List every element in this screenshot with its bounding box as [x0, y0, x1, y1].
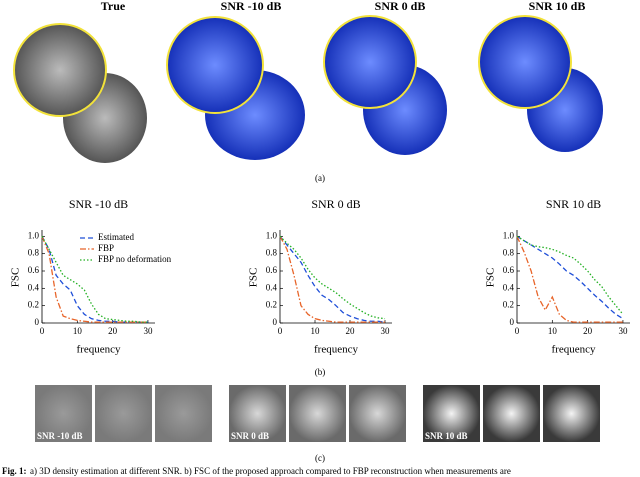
projection-image	[95, 385, 152, 442]
y-tick-label: 0.2	[28, 300, 39, 310]
x-tick-label: 30	[381, 326, 391, 336]
y-tick-label: 0.2	[503, 300, 514, 310]
y-tick-label: 0.8	[28, 248, 40, 258]
projection-image	[155, 385, 212, 442]
x-axis-label: frequency	[314, 344, 358, 356]
caption-label: Fig. 1:	[2, 466, 27, 476]
y-axis-label: FSC	[10, 268, 22, 288]
image-label: SNR -10 dB	[37, 431, 83, 441]
zoom-circle	[323, 15, 417, 109]
y-tick-label: 0	[273, 317, 278, 327]
projection-image	[35, 385, 92, 442]
chart-title: SNR 0 dB	[311, 197, 360, 211]
y-tick-label: 0	[510, 317, 515, 327]
zoom-circle	[13, 23, 107, 117]
x-tick-label: 20	[108, 326, 118, 336]
x-tick-label: 30	[618, 326, 628, 336]
panel-label: SNR -10 dB	[221, 0, 282, 13]
panel-c: SNR -10 dB SNR 0 dB SNR 10 dB (c)	[35, 385, 600, 463]
series-line	[516, 235, 624, 315]
x-tick-label: 0	[278, 326, 283, 336]
y-tick-label: 1.0	[266, 230, 278, 240]
x-tick-label: 30	[143, 326, 153, 336]
x-tick-label: 0	[40, 326, 45, 336]
panel-label: SNR 0 dB	[375, 0, 426, 13]
legend-label: FBP	[98, 243, 114, 253]
projection-image	[289, 385, 346, 442]
chart-title: SNR 10 dB	[546, 197, 601, 211]
panel-tag: (a)	[315, 173, 325, 183]
y-tick-label: 0.2	[266, 300, 277, 310]
y-tick-label: 1.0	[28, 230, 40, 240]
projection-image	[543, 385, 600, 442]
x-tick-label: 20	[346, 326, 356, 336]
panel-tag: (c)	[315, 453, 325, 463]
y-axis-label: FSC	[485, 268, 497, 288]
projection-image	[423, 385, 480, 442]
y-tick-label: 0	[35, 317, 40, 327]
panel-label: True	[101, 0, 126, 13]
y-tick-label: 0.4	[503, 282, 515, 292]
series-line	[279, 235, 386, 320]
series-line	[516, 236, 623, 323]
x-tick-label: 10	[548, 326, 558, 336]
panel-a: True SNR -10 dB SNR 0 dB SNR 10 dB (a)	[13, 0, 603, 183]
series-line	[41, 236, 148, 323]
caption: a) 3D density estimation at different SN…	[30, 466, 511, 476]
panel-b: (b)	[315, 367, 326, 377]
x-tick-label: 20	[583, 326, 593, 336]
x-tick-label: 10	[73, 326, 83, 336]
projection-image	[229, 385, 286, 442]
zoom-circle	[166, 16, 264, 114]
y-axis-label: FSC	[248, 268, 260, 288]
y-tick-label: 0.4	[28, 282, 40, 292]
y-tick-label: 0.4	[266, 282, 278, 292]
projection-image	[349, 385, 406, 442]
series-line	[279, 236, 385, 323]
legend-label: Estimated	[98, 232, 134, 242]
series-line	[516, 235, 624, 320]
legend-label: FBP no deformation	[98, 254, 172, 264]
y-tick-label: 0.6	[28, 265, 40, 275]
chart-title: SNR -10 dB	[69, 197, 128, 211]
image-label: SNR 10 dB	[425, 431, 468, 441]
series-line	[279, 235, 386, 323]
x-axis-label: frequency	[552, 344, 596, 356]
x-tick-label: 0	[515, 326, 520, 336]
y-tick-label: 0.8	[503, 248, 515, 258]
zoom-circle	[478, 15, 572, 109]
panel-tag: (b)	[315, 367, 326, 377]
y-tick-label: 1.0	[503, 230, 515, 240]
projection-image	[483, 385, 540, 442]
x-axis-label: frequency	[77, 344, 121, 356]
y-tick-label: 0.6	[503, 265, 515, 275]
image-label: SNR 0 dB	[231, 431, 269, 441]
panel-label: SNR 10 dB	[529, 0, 586, 13]
series-line	[41, 236, 148, 323]
x-tick-label: 10	[311, 326, 321, 336]
y-tick-label: 0.8	[266, 248, 278, 258]
y-tick-label: 0.6	[266, 265, 278, 275]
